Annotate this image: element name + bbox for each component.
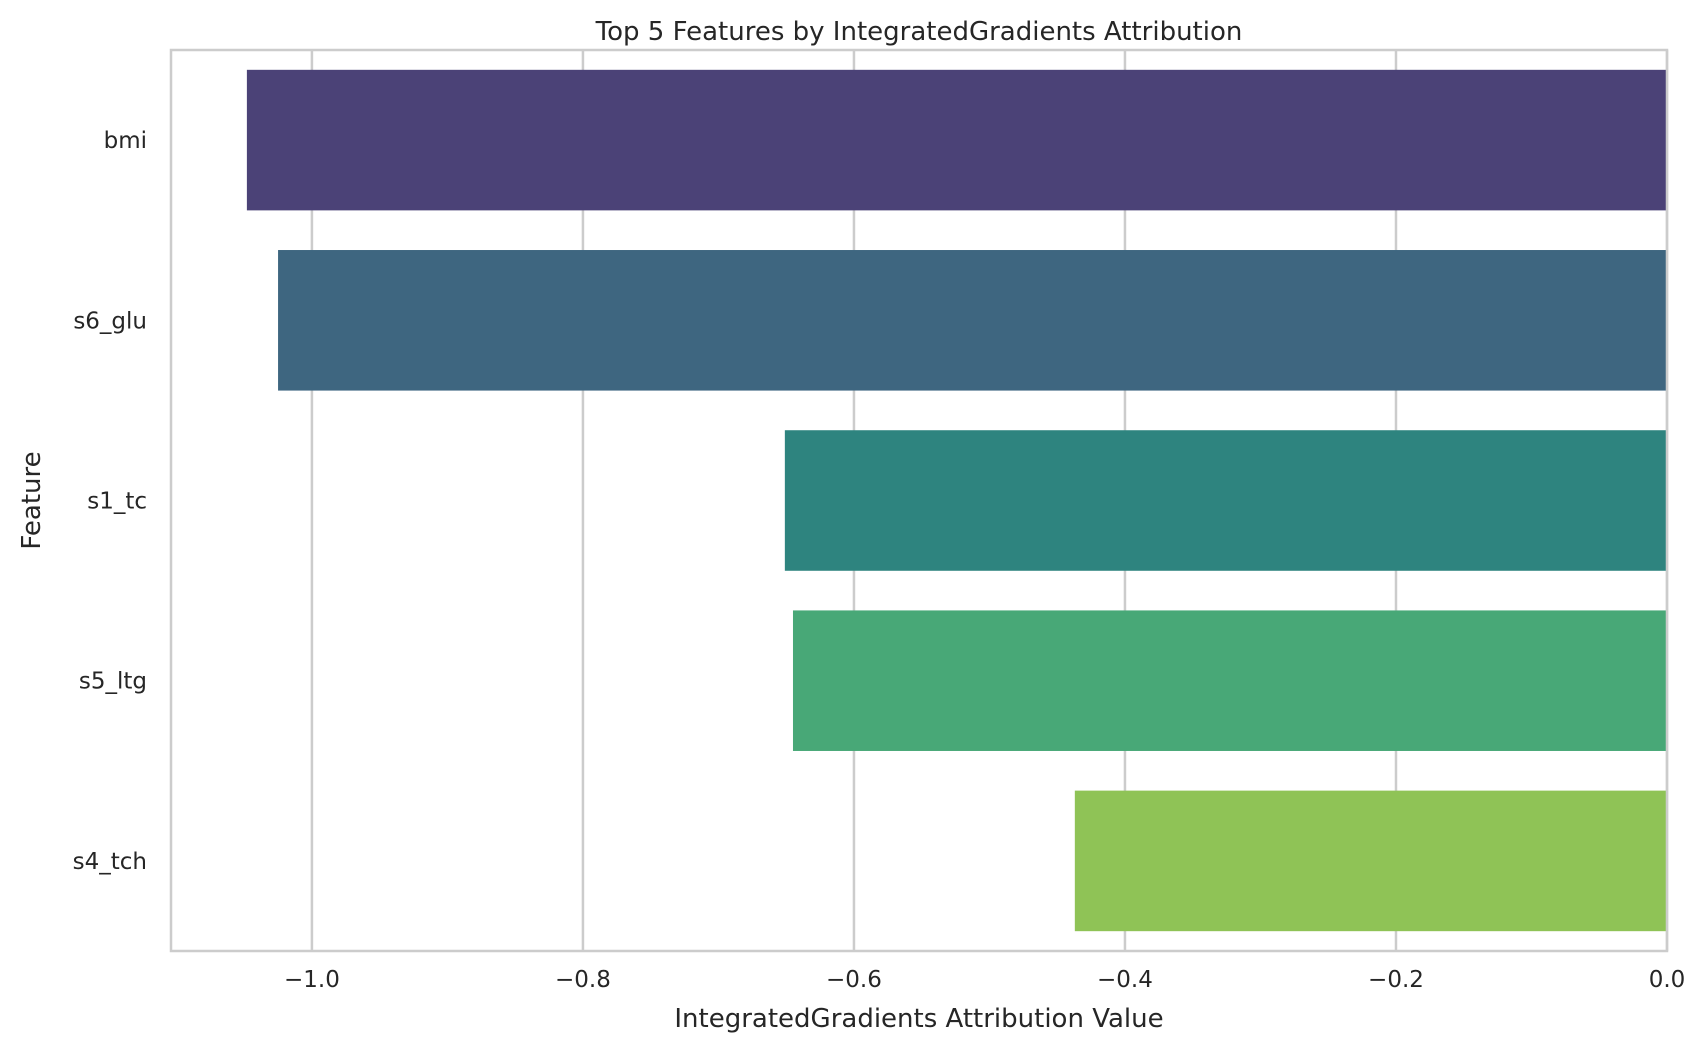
- y-tick-labels: bmi s6_glu s1_tc s5_ltg s4_tch: [73, 128, 147, 875]
- x-tick-label: 0.0: [1649, 967, 1686, 993]
- chart-title: Top 5 Features by IntegratedGradients At…: [595, 17, 1243, 47]
- bars: [246, 69, 1668, 932]
- bar-s1-tc: [784, 430, 1667, 571]
- bar-s5-ltg: [792, 610, 1667, 751]
- bar-bmi: [246, 69, 1668, 211]
- y-tick-label: s4_tch: [73, 849, 147, 875]
- x-tick-label: −0.2: [1368, 967, 1424, 993]
- x-tick-label: −0.4: [1097, 967, 1153, 993]
- x-axis-label: IntegratedGradients Attribution Value: [674, 1004, 1163, 1034]
- x-tick-labels: −1.0 −0.8 −0.6 −0.4 −0.2 0.0: [284, 967, 1685, 993]
- plot-frame: [169, 48, 1669, 953]
- x-tick-label: −0.6: [826, 967, 882, 993]
- y-tick-label: s1_tc: [87, 489, 147, 515]
- x-tick-label: −1.0: [284, 967, 340, 993]
- y-tick-label: s5_ltg: [79, 669, 147, 695]
- y-tick-label: s6_glu: [73, 308, 147, 334]
- bar-s6-glu: [278, 250, 1667, 391]
- y-axis-label: Feature: [17, 451, 47, 549]
- y-tick-label: bmi: [104, 128, 147, 154]
- x-tick-label: −0.8: [555, 967, 611, 993]
- bar-s4-tch: [1074, 790, 1667, 932]
